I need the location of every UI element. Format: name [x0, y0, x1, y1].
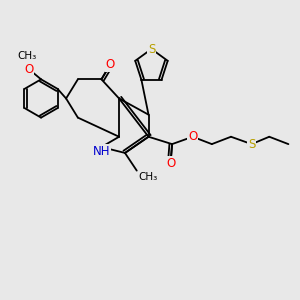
Text: NH: NH: [93, 145, 111, 158]
Text: S: S: [248, 138, 255, 151]
Text: O: O: [188, 130, 197, 143]
Text: O: O: [106, 58, 115, 71]
Text: S: S: [148, 43, 155, 56]
Text: O: O: [166, 157, 175, 170]
Text: CH₃: CH₃: [138, 172, 158, 182]
Text: CH₃: CH₃: [18, 51, 37, 61]
Text: O: O: [24, 62, 33, 76]
